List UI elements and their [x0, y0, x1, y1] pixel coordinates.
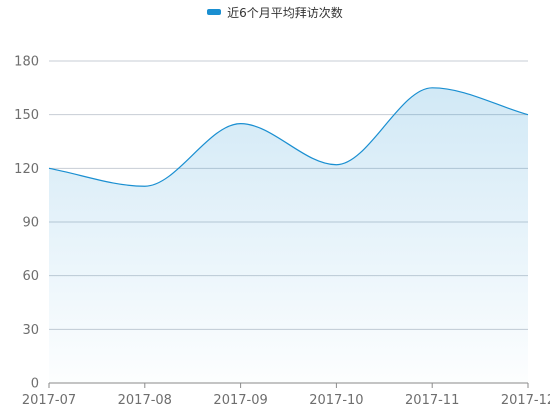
legend-label: 近6个月平均拜访次数 [227, 5, 343, 20]
series-line [48, 87, 529, 187]
series-area [49, 87, 528, 383]
x-tick-label: 2017-10 [309, 393, 363, 408]
y-tick-label: 60 [22, 269, 39, 284]
y-tick-label: 120 [14, 162, 39, 177]
legend-swatch [207, 9, 222, 15]
x-tick-label: 2017-09 [213, 393, 267, 408]
y-tick-label: 150 [14, 108, 39, 123]
x-tick-label: 2017-11 [405, 393, 459, 408]
y-tick-label: 0 [31, 377, 39, 392]
y-tick-label: 90 [22, 216, 39, 231]
y-tick-label: 180 [14, 55, 39, 70]
x-tick-label: 2017-07 [22, 393, 76, 408]
y-tick-label: 30 [22, 323, 39, 338]
x-tick-label: 2017-08 [118, 393, 172, 408]
x-tick-label: 2017-12 [501, 393, 550, 408]
legend[interactable]: 近6个月平均拜访次数 [0, 3, 550, 21]
